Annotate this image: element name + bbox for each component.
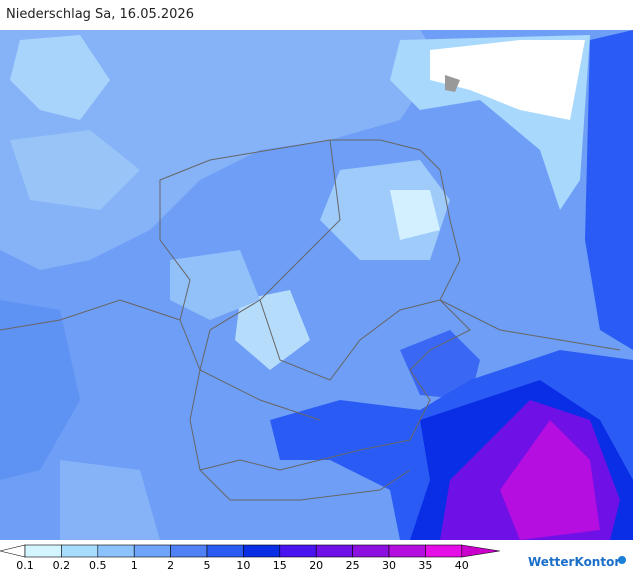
title: Niederschlag Sa, 16.05.2026 xyxy=(6,7,194,22)
legend-swatch xyxy=(352,544,390,558)
legend-label: 5 xyxy=(204,559,211,572)
map xyxy=(0,30,633,540)
brand-logo: WetterKontor xyxy=(528,555,626,569)
legend-swatch xyxy=(315,544,353,558)
legend-label: 35 xyxy=(418,559,432,572)
legend-swatch xyxy=(97,544,135,558)
legend-label: 0.2 xyxy=(53,559,71,572)
legend-label: 0.5 xyxy=(89,559,107,572)
legend-swatch xyxy=(279,544,317,558)
legend-label: 30 xyxy=(382,559,396,572)
legend-label: 20 xyxy=(309,559,323,572)
legend-label: 1 xyxy=(131,559,138,572)
legend-swatch xyxy=(388,544,426,558)
brand-name: WetterKontor xyxy=(528,555,620,569)
legend-swatch xyxy=(24,544,62,558)
legend-label: 15 xyxy=(273,559,287,572)
legend-swatch xyxy=(425,544,463,558)
legend-label: 25 xyxy=(346,559,360,572)
legend-swatch xyxy=(243,544,281,558)
legend-swatch xyxy=(206,544,244,558)
legend-label: 0.1 xyxy=(16,559,34,572)
legend-arrow xyxy=(0,544,26,558)
legend-label: 2 xyxy=(167,559,174,572)
legend-arrow xyxy=(461,544,500,558)
legend-swatch xyxy=(170,544,208,558)
legend-swatch xyxy=(133,544,171,558)
legend-label: 40 xyxy=(455,559,469,572)
legend-label: 10 xyxy=(236,559,250,572)
legend: 0.1 0.2 0.5 1 2 5 10 15 20 25 30 35 40 xyxy=(0,544,500,572)
legend-swatch xyxy=(61,544,99,558)
